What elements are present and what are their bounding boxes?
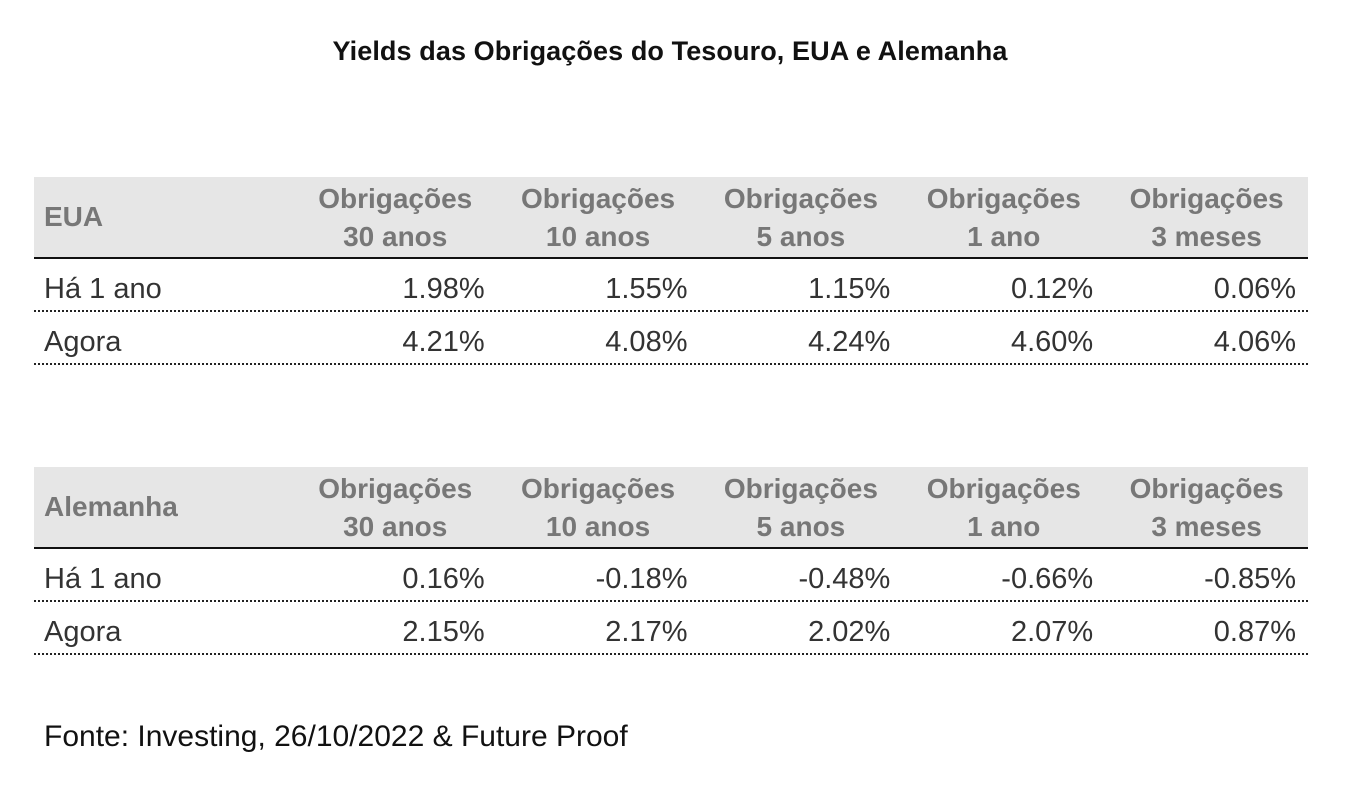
table-cell: 0.87% xyxy=(1213,616,1297,648)
column-header-line2: 1 ano xyxy=(967,511,1041,542)
table-row: Agora 2.15% 2.17% 2.02% 2.07% 0.87% xyxy=(34,602,1308,655)
table-cell: 2.02% xyxy=(808,616,891,648)
column-header-line2: 30 anos xyxy=(343,511,448,542)
column-header-line1: Obrigações xyxy=(1129,183,1284,214)
table-eua: EUA Obrigações 30 anos Obrigações 10 ano… xyxy=(34,177,1308,365)
table-cell: -0.85% xyxy=(1204,563,1297,595)
table-cell: 1.15% xyxy=(808,273,891,305)
column-header-line2: 10 anos xyxy=(545,221,651,252)
column-header-line2: 5 anos xyxy=(756,511,846,542)
source-note: Fonte: Investing, 26/10/2022 & Future Pr… xyxy=(44,720,628,753)
column-header-line1: Obrigações xyxy=(521,183,676,214)
column-header: Obrigações 3 meses xyxy=(1105,177,1308,257)
column-header: Obrigações 30 anos xyxy=(294,177,497,257)
table-cell: -0.48% xyxy=(798,563,891,595)
column-header: Obrigações 5 anos xyxy=(699,177,902,257)
table-cell: 0.06% xyxy=(1213,273,1297,305)
column-header: Obrigações 3 meses xyxy=(1105,467,1308,547)
table-cell: 4.24% xyxy=(808,326,891,358)
table-cell: 4.06% xyxy=(1213,326,1297,358)
row-label: Há 1 ano xyxy=(44,563,162,595)
table-cell: -0.18% xyxy=(595,563,688,595)
column-header-line1: Obrigações xyxy=(318,183,473,214)
column-header-line1: Obrigações xyxy=(318,473,473,504)
table-row: Há 1 ano 0.16% -0.18% -0.48% -0.66% -0.8… xyxy=(34,549,1308,602)
column-header-line2: 5 anos xyxy=(756,221,846,252)
table-cell: 4.21% xyxy=(402,326,485,358)
column-header: Obrigações 30 anos xyxy=(294,467,497,547)
table-cell: -0.66% xyxy=(1001,563,1094,595)
column-header: Obrigações 5 anos xyxy=(699,467,902,547)
table-cell: 2.17% xyxy=(605,616,688,648)
table-cell: 0.16% xyxy=(402,563,485,595)
table-header: EUA Obrigações 30 anos Obrigações 10 ano… xyxy=(34,177,1308,259)
column-header-line1: Obrigações xyxy=(926,183,1081,214)
table-row: Há 1 ano 1.98% 1.55% 1.15% 0.12% 0.06% xyxy=(34,259,1308,312)
column-header: Obrigações 10 anos xyxy=(497,467,700,547)
table-cell: 4.08% xyxy=(605,326,688,358)
column-header-line1: Obrigações xyxy=(926,473,1081,504)
table-header: Alemanha Obrigações 30 anos Obrigações 1… xyxy=(34,467,1308,549)
column-header-line1: Obrigações xyxy=(1129,473,1284,504)
table-row: Agora 4.21% 4.08% 4.24% 4.60% 4.06% xyxy=(34,312,1308,365)
row-label: Agora xyxy=(44,616,122,648)
table-cell: 0.12% xyxy=(1010,273,1094,305)
table-cell: 1.98% xyxy=(402,273,485,305)
column-header-line2: 3 meses xyxy=(1151,511,1262,542)
column-header: Obrigações 1 ano xyxy=(902,177,1105,257)
table-cell: 2.15% xyxy=(402,616,485,648)
row-label: Há 1 ano xyxy=(44,273,162,305)
table-cell: 1.55% xyxy=(605,273,688,305)
column-header-line1: Obrigações xyxy=(723,473,878,504)
column-header-line1: Obrigações xyxy=(521,473,676,504)
column-header-line2: 30 anos xyxy=(343,221,448,252)
row-label: Agora xyxy=(44,326,122,358)
column-header: Obrigações 10 anos xyxy=(497,177,700,257)
page-title: Yields das Obrigações do Tesouro, EUA e … xyxy=(332,36,1008,66)
country-label: Alemanha xyxy=(44,491,178,522)
table-alemanha: Alemanha Obrigações 30 anos Obrigações 1… xyxy=(34,467,1308,655)
column-header-line1: Obrigações xyxy=(723,183,878,214)
column-header-line2: 10 anos xyxy=(545,511,651,542)
column-header-line2: 3 meses xyxy=(1151,221,1262,252)
column-header-line2: 1 ano xyxy=(967,221,1041,252)
table-cell: 4.60% xyxy=(1010,326,1094,358)
country-label: EUA xyxy=(44,201,104,232)
column-header: Obrigações 1 ano xyxy=(902,467,1105,547)
table-cell: 2.07% xyxy=(1010,616,1094,648)
